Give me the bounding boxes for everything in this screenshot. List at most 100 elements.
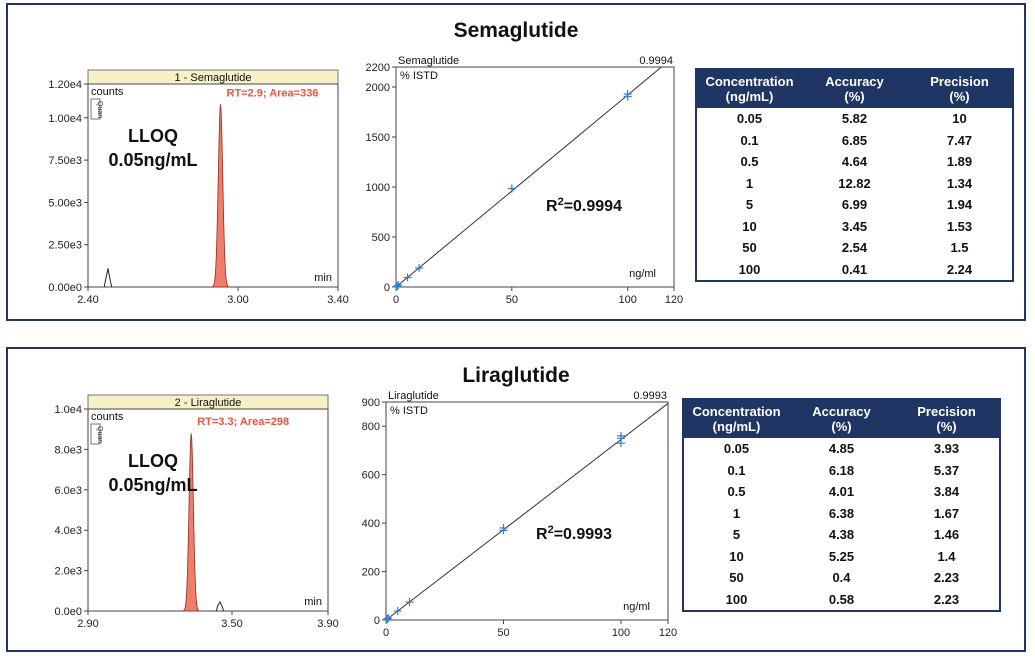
y-tick-label: 600	[362, 470, 380, 482]
header-line-1: Accuracy	[825, 74, 884, 89]
x-axis-label: min	[314, 272, 332, 284]
r-squared-sup: 2	[558, 196, 564, 208]
calibration-curve: Liraglutide 0.9993 % ISTD ng/ml 0 200 400 600 80…	[362, 390, 678, 639]
precision-cell: 3.84	[933, 484, 960, 500]
header-line-1: Precision	[930, 74, 989, 89]
y-tick-label: 1.20e4	[48, 79, 82, 91]
peak-area	[182, 433, 201, 612]
precision-cell: 10	[952, 111, 967, 127]
calibration-point	[617, 431, 625, 440]
table-row: 1 6.38 1.67	[683, 503, 1000, 525]
precision-cell: 1.94	[946, 197, 973, 213]
y-tick-label: 2.50e3	[48, 240, 82, 252]
header-line-2: (%)	[936, 419, 957, 434]
regression-line	[395, 66, 662, 288]
x-axis-label: ng/ml	[623, 601, 650, 613]
accuracy-cell: 6.85	[841, 132, 868, 148]
accuracy-cell: 2.54	[841, 240, 868, 256]
precision-cell: 1.67	[933, 505, 960, 521]
calibration-point	[384, 614, 393, 623]
calibration-r2-value: 0.9993	[633, 390, 667, 402]
peak-label: RT=3.3; Area=298	[197, 416, 289, 428]
y-tick-label: 1.0e4	[54, 404, 82, 416]
quan-tag-label: Quan	[96, 101, 103, 118]
calibration-point	[393, 607, 402, 616]
calibration-point	[383, 615, 392, 624]
regression-line	[385, 403, 669, 621]
chromatogram: 1 - Semaglutide 0.00e0 2.50e3 5.00e3 7.50e3 1…	[48, 69, 349, 306]
table-row: 5 6.99 1.94	[696, 194, 1013, 216]
precision-cell: 1.5	[950, 240, 969, 256]
accuracy-cell: 5.82	[841, 111, 868, 127]
panel-title: Semaglutide	[453, 19, 579, 42]
precision-cell: 2.23	[933, 591, 960, 607]
concentration-cell: 50	[742, 240, 757, 256]
y-tick-label: 200	[362, 567, 380, 579]
y-tick-label: 1500	[366, 132, 390, 144]
header-line-2: (ng/mL)	[712, 419, 761, 434]
x-tick-label: 2.40	[77, 294, 98, 306]
header-line-2: (%)	[949, 89, 970, 104]
accuracy-cell: 4.85	[828, 441, 855, 457]
table-row: 1 12.82 1.34	[696, 173, 1013, 195]
chromatogram-header-label: 1 - Semaglutide	[174, 72, 251, 84]
noise-trace	[215, 600, 225, 612]
x-tick-label: 100	[612, 627, 630, 639]
x-tick-label: 3.00	[227, 294, 248, 306]
calibration-point	[403, 273, 412, 282]
concentration-cell: 0.05	[723, 441, 750, 457]
quan-tag-label: Quan	[96, 426, 103, 443]
noise-trace	[103, 268, 113, 288]
quan-tag-box	[90, 423, 101, 445]
calibration-point	[415, 264, 424, 272]
lloq-value: 0.05ng/mL	[108, 150, 197, 170]
x-tick-label: 0	[383, 627, 389, 639]
accuracy-cell: 4.01	[828, 484, 855, 500]
y-tick-label: 1.00e4	[48, 113, 82, 125]
quan-tag-box	[90, 98, 101, 120]
calibration-r2-value: 0.9994	[639, 55, 673, 67]
table-row: 0.05 4.85 3.93	[683, 438, 1000, 460]
precision-cell: 2.24	[946, 261, 973, 277]
table-header-cell: Precision (%)	[894, 399, 1000, 438]
x-axis-label: min	[304, 596, 322, 608]
concentration-cell: 0.5	[740, 154, 759, 170]
table-row: 100 0.41 2.24	[696, 259, 1013, 282]
concentration-cell: 5	[732, 527, 741, 543]
y-tick-label: 800	[362, 421, 380, 433]
lloq-value: 0.05ng/mL	[108, 475, 197, 495]
accuracy-cell: 5.25	[828, 548, 855, 564]
calibration-point	[382, 615, 391, 624]
r-squared-prefix: R	[536, 526, 548, 543]
x-tick-label: 120	[659, 627, 677, 639]
y-tick-label: 500	[372, 232, 390, 244]
r-squared-label: R2=0.9994	[546, 196, 622, 215]
table-row: 100 0.58 2.23	[683, 589, 1000, 612]
y-axis-label: counts	[91, 86, 124, 98]
y-tick-label: 5.00e3	[48, 197, 82, 209]
header-line-1: Concentration	[692, 404, 781, 419]
accuracy-cell: 0.4	[832, 570, 851, 586]
calibration-point	[405, 598, 414, 607]
x-tick-label: 100	[618, 294, 636, 306]
header-line-2: (%)	[844, 89, 865, 104]
accuracy-table: Concentration (ng/mL) Accuracy (%) Precision…	[682, 398, 1001, 612]
table-header-cell: Accuracy (%)	[789, 399, 894, 438]
y-tick-label: 0	[384, 282, 390, 294]
calibration-point	[394, 281, 403, 290]
concentration-cell: 100	[738, 261, 761, 277]
calibration-curve: Semaglutide 0.9994% ISTDng/ml050010001500…	[366, 55, 684, 306]
concentration-cell: 0.1	[727, 462, 746, 478]
x-tick-label: 0	[393, 294, 399, 306]
accuracy-cell: 0.58	[828, 591, 855, 607]
accuracy-cell: 4.64	[841, 154, 868, 170]
table-row: 50 2.54 1.5	[696, 237, 1013, 259]
header-line-1: Precision	[917, 404, 976, 419]
plot-frame	[385, 401, 669, 621]
x-tick-label: 3.40	[327, 294, 348, 306]
accuracy-cell: 3.45	[841, 218, 868, 234]
accuracy-cell: 6.99	[841, 197, 868, 213]
chromatogram-header-label: 2 - Liraglutide	[175, 397, 242, 409]
precision-cell: 1.34	[946, 175, 973, 191]
concentration-cell: 0.1	[740, 132, 759, 148]
